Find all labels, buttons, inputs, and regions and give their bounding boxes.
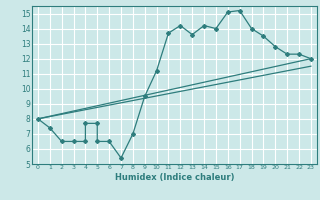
X-axis label: Humidex (Indice chaleur): Humidex (Indice chaleur) — [115, 173, 234, 182]
